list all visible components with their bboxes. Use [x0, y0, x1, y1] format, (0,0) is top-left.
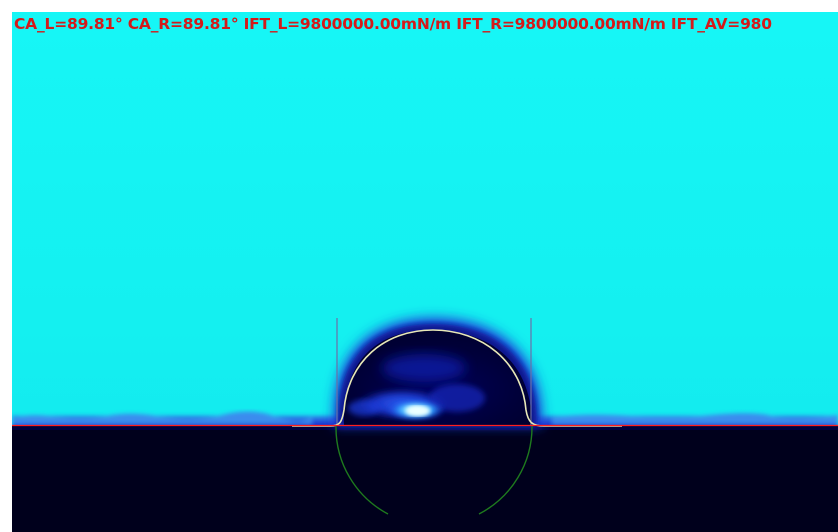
- droplet-image: [12, 12, 838, 532]
- measurement-readout: CA_L=89.81° CA_R=89.81° IFT_L=9800000.00…: [14, 15, 772, 33]
- droplet-reflections: [348, 354, 485, 421]
- substrate: [12, 426, 838, 532]
- profile-fit-curve: [292, 329, 622, 427]
- circle-fit-left-arc: [335, 425, 389, 515]
- image-viewport: CA_L=89.81° CA_R=89.81° IFT_L=9800000.00…: [12, 12, 838, 532]
- circle-fit-right-arc: [478, 425, 533, 515]
